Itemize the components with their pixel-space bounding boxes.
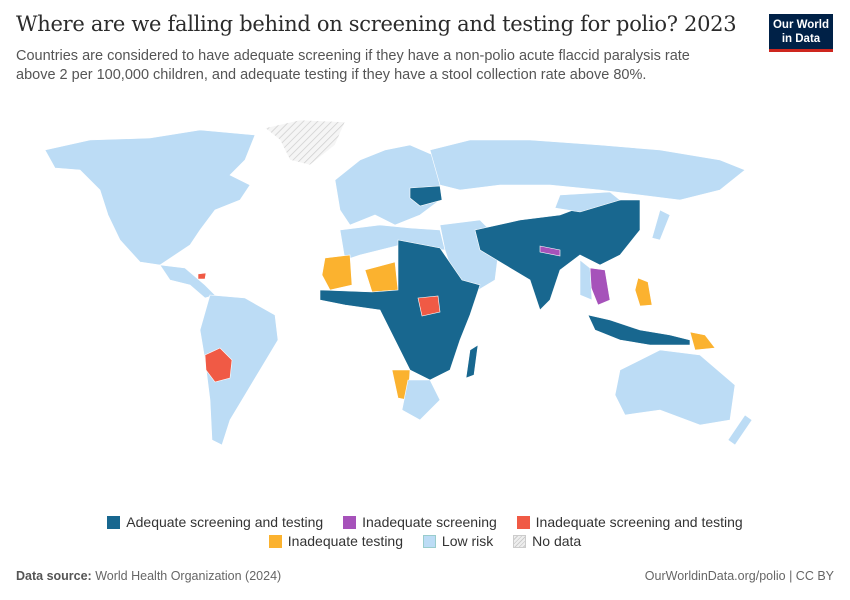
legend-label: No data xyxy=(532,533,582,549)
region-south-america[interactable] xyxy=(199,294,279,446)
legend-swatch xyxy=(516,515,530,529)
chart-subtitle: Countries are considered to have adequat… xyxy=(16,48,690,83)
region-south-sudan[interactable] xyxy=(417,295,441,317)
region-australia[interactable] xyxy=(614,349,736,426)
chart-title: Where are we falling behind on screening… xyxy=(16,12,737,36)
region-mongolia[interactable] xyxy=(554,191,621,213)
legend-swatch xyxy=(268,534,282,548)
region-se-asia-purple[interactable] xyxy=(589,267,611,306)
legend-item-adequate[interactable]: Adequate screening and testing xyxy=(107,514,323,530)
logo-line2: in Data xyxy=(781,33,821,45)
legend-item-no-data[interactable]: No data xyxy=(513,533,581,549)
region-north-america[interactable] xyxy=(44,129,256,266)
legend-item-inadequate-both[interactable]: Inadequate screening and testing xyxy=(516,514,743,530)
region-greenland[interactable] xyxy=(264,119,346,166)
legend-label: Low risk xyxy=(441,533,494,549)
owid-logo[interactable]: Our World in Data xyxy=(769,14,833,52)
legend-item-inadequate-screening[interactable]: Inadequate screening xyxy=(343,514,497,530)
legend-swatch xyxy=(422,534,436,548)
source-text: World Health Organization (2024) xyxy=(95,569,282,583)
legend-row-1: Adequate screening and testing Inadequat… xyxy=(0,514,850,532)
region-papua-new-guinea[interactable] xyxy=(689,331,716,351)
legend-label: Adequate screening and testing xyxy=(126,514,324,530)
region-mauritania-mali[interactable] xyxy=(321,254,353,291)
region-indonesia[interactable] xyxy=(587,314,691,346)
region-philippines[interactable] xyxy=(634,277,653,307)
region-europe[interactable] xyxy=(334,144,441,226)
legend-label: Inadequate testing xyxy=(287,533,404,549)
world-map xyxy=(44,119,753,446)
region-niger[interactable] xyxy=(364,261,399,293)
source-link[interactable]: OurWorldinData.org/polio | CC BY xyxy=(644,569,834,583)
region-ukraine[interactable] xyxy=(409,185,443,207)
logo-line1: Our World xyxy=(772,19,829,31)
legend-item-inadequate-testing[interactable]: Inadequate testing xyxy=(268,533,404,549)
region-nepal[interactable] xyxy=(539,245,561,257)
region-haiti[interactable] xyxy=(197,272,207,280)
legend-swatch xyxy=(343,515,357,529)
region-mainland-se-asia[interactable] xyxy=(579,259,593,301)
legend-item-low-risk[interactable]: Low risk xyxy=(422,533,494,549)
data-source: Data source: World Health Organization (… xyxy=(16,569,281,583)
source-label: Data source: xyxy=(16,569,92,583)
legend-label: Inadequate screening xyxy=(362,514,497,530)
region-central-america[interactable] xyxy=(159,264,216,299)
legend-swatch xyxy=(513,534,527,548)
region-southern-africa[interactable] xyxy=(401,379,441,421)
region-bolivia[interactable] xyxy=(204,347,233,383)
legend-label: Inadequate screening and testing xyxy=(535,514,743,530)
legend-row-2: Inadequate testing Low risk No data xyxy=(0,533,850,551)
region-sub-saharan-africa[interactable] xyxy=(319,239,481,381)
region-russia[interactable] xyxy=(429,139,746,201)
region-japan[interactable] xyxy=(651,209,671,241)
region-madagascar[interactable] xyxy=(465,344,479,379)
legend-swatch xyxy=(107,515,121,529)
region-new-zealand[interactable] xyxy=(727,414,753,446)
